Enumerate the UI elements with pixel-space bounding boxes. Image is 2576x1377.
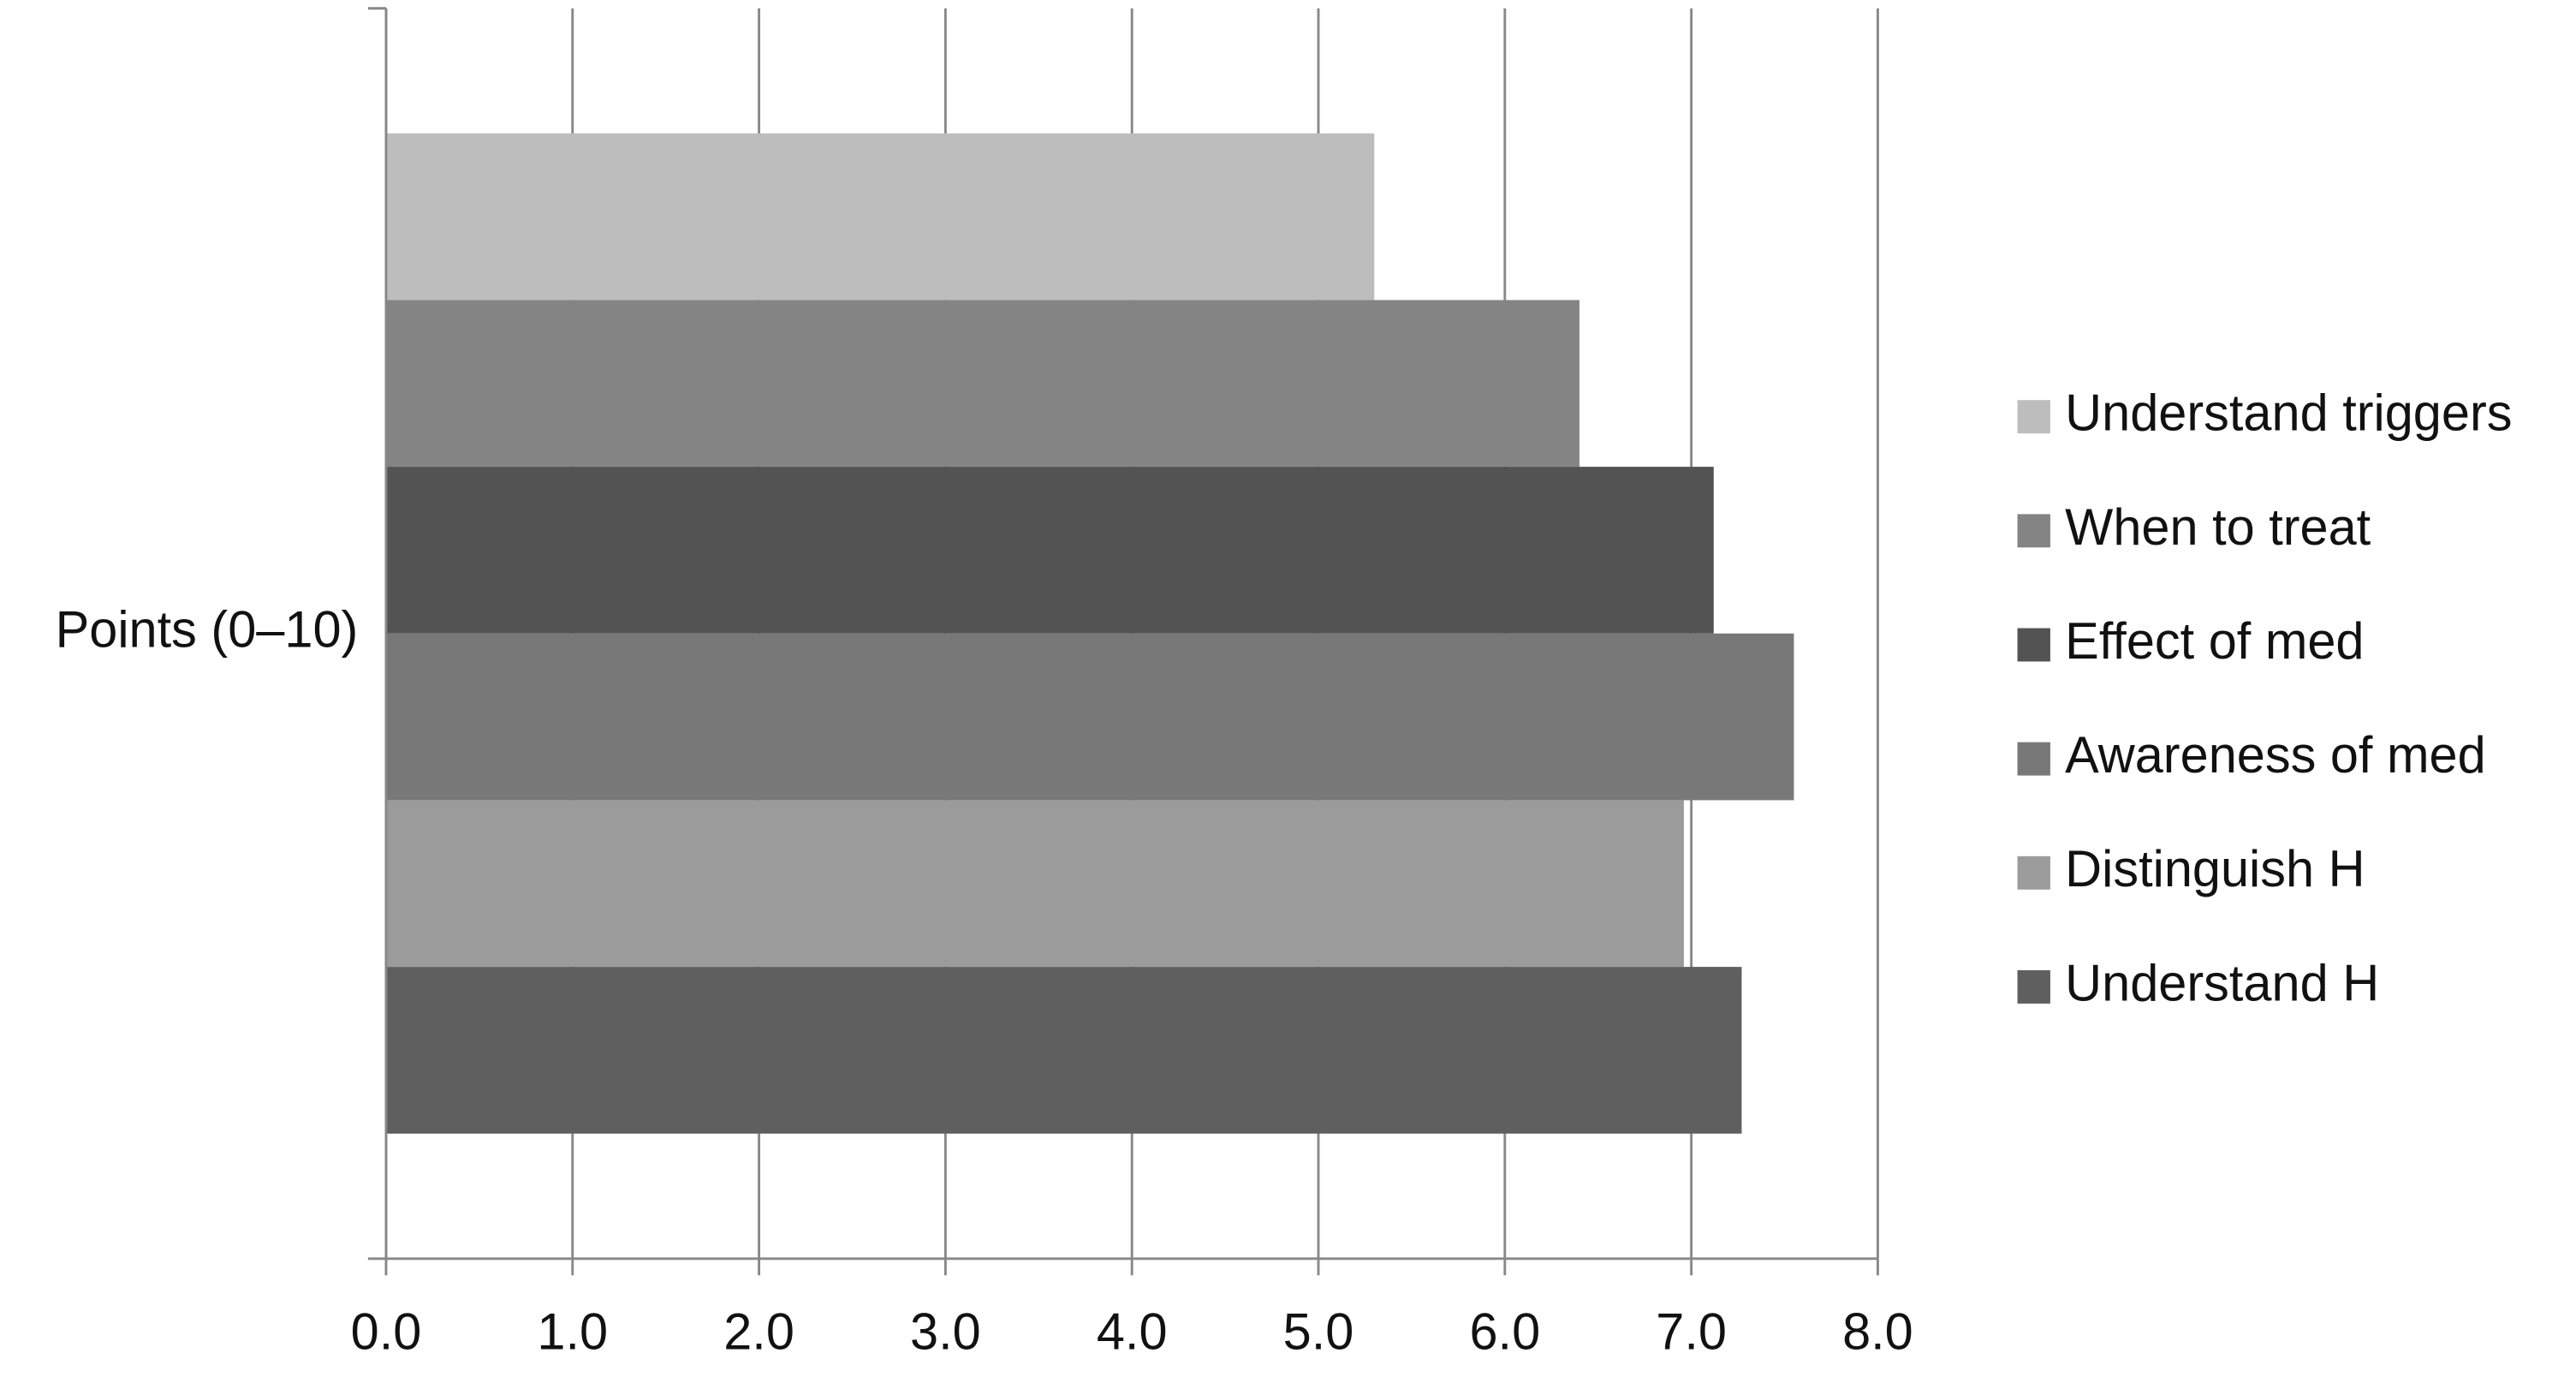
legend-label: Understand H (2065, 954, 2379, 1011)
bar (385, 300, 1580, 468)
y-tick-label: Points (0–10) (56, 600, 359, 658)
legend-swatch (2017, 742, 2050, 776)
x-tick-label: 3.0 (910, 1302, 981, 1360)
x-tick-label: 4.0 (1097, 1302, 1168, 1360)
bar (385, 133, 1375, 301)
bar (385, 467, 1714, 634)
legend-swatch (2017, 400, 2050, 434)
legend-label: When to treat (2065, 498, 2371, 555)
x-tick-label: 8.0 (1842, 1302, 1913, 1360)
x-tick-label: 0.0 (351, 1302, 422, 1360)
x-tick-label: 1.0 (537, 1302, 608, 1360)
legend-swatch (2017, 628, 2050, 662)
x-tick-label: 6.0 (1469, 1302, 1540, 1360)
x-tick-label: 5.0 (1283, 1302, 1354, 1360)
x-tick-label: 2.0 (723, 1302, 794, 1360)
bar (385, 967, 1742, 1134)
bar (385, 800, 1684, 968)
legend-label: Distinguish H (2065, 840, 2365, 897)
legend-swatch (2017, 514, 2050, 548)
legend-label: Understand triggers (2065, 384, 2512, 441)
legend-swatch (2017, 855, 2050, 890)
legend-swatch (2017, 969, 2050, 1004)
bar (385, 633, 1794, 801)
legend-label: Awareness of med (2065, 726, 2485, 784)
legend-label: Effect of med (2065, 612, 2364, 670)
x-tick-label: 7.0 (1656, 1302, 1727, 1360)
